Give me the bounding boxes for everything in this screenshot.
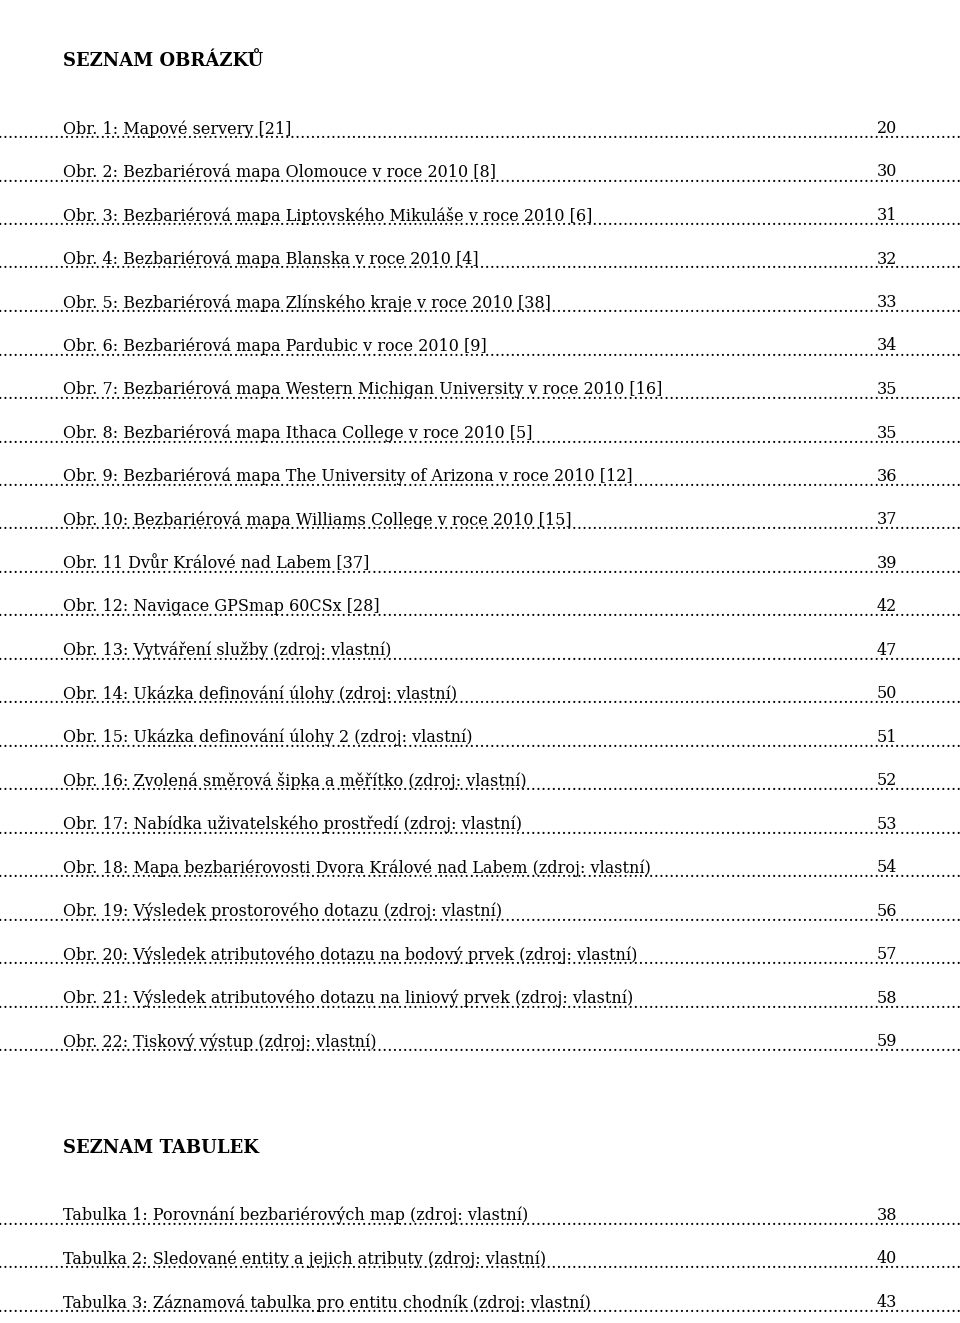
Text: Obr. 21: Výsledek atributového dotazu na liniový prvek (zdroj: vlastní): Obr. 21: Výsledek atributového dotazu na… (63, 990, 634, 1008)
Text: Obr. 2: Bezbariérová mapa Olomouce v roce 2010 [8]: Obr. 2: Bezbariérová mapa Olomouce v roc… (63, 164, 496, 181)
Text: ................................................................................: ........................................… (0, 734, 960, 751)
Text: Obr. 22: Tiskový výstup (zdroj: vlastní): Obr. 22: Tiskový výstup (zdroj: vlastní) (63, 1033, 376, 1050)
Text: ................................................................................: ........................................… (0, 516, 960, 533)
Text: Obr. 17: Nabídka uživatelského prostředí (zdroj: vlastní): Obr. 17: Nabídka uživatelského prostředí… (63, 816, 522, 833)
Text: 50: 50 (876, 685, 897, 703)
Text: ................................................................................: ........................................… (0, 343, 960, 360)
Text: Obr. 15: Ukázka definování úlohy 2 (zdroj: vlastní): Obr. 15: Ukázka definování úlohy 2 (zdro… (63, 729, 472, 746)
Text: ................................................................................: ........................................… (0, 212, 960, 229)
Text: ................................................................................: ........................................… (0, 560, 960, 577)
Text: Obr. 16: Zvolená směrová šipka a měřítko (zdroj: vlastní): Obr. 16: Zvolená směrová šipka a měřítko… (63, 773, 527, 791)
Text: 39: 39 (876, 556, 897, 572)
Text: 47: 47 (876, 642, 897, 659)
Text: Obr. 11 Dvůr Králové nad Labem [37]: Obr. 11 Dvůr Králové nad Labem [37] (63, 556, 370, 572)
Text: 51: 51 (876, 729, 897, 746)
Text: 38: 38 (876, 1207, 897, 1224)
Text: Obr. 3: Bezbariérová mapa Liptovského Mikuláše v roce 2010 [6]: Obr. 3: Bezbariérová mapa Liptovského Mi… (63, 206, 592, 225)
Text: 35: 35 (876, 425, 897, 442)
Text: 32: 32 (876, 250, 897, 267)
Text: 40: 40 (876, 1250, 897, 1267)
Text: 53: 53 (876, 816, 897, 833)
Text: ................................................................................: ........................................… (0, 951, 960, 968)
Text: ................................................................................: ........................................… (0, 778, 960, 795)
Text: ................................................................................: ........................................… (0, 1299, 960, 1316)
Text: 30: 30 (876, 164, 897, 180)
Text: ................................................................................: ........................................… (0, 386, 960, 404)
Text: 59: 59 (876, 1033, 897, 1050)
Text: ................................................................................: ........................................… (0, 691, 960, 708)
Text: 57: 57 (876, 946, 897, 963)
Text: 54: 54 (876, 860, 897, 877)
Text: 35: 35 (876, 381, 897, 398)
Text: ................................................................................: ........................................… (0, 908, 960, 925)
Text: ................................................................................: ........................................… (0, 1212, 960, 1229)
Text: ................................................................................: ........................................… (0, 430, 960, 446)
Text: 52: 52 (876, 773, 897, 790)
Text: ................................................................................: ........................................… (0, 168, 960, 185)
Text: ................................................................................: ........................................… (0, 299, 960, 316)
Text: Tabulka 1: Porovnání bezbariérových map (zdroj: vlastní): Tabulka 1: Porovnání bezbariérových map … (63, 1207, 528, 1225)
Text: SEZNAM OBRÁZKŮ: SEZNAM OBRÁZKŮ (63, 52, 263, 70)
Text: 42: 42 (876, 598, 897, 615)
Text: ................................................................................: ........................................… (0, 255, 960, 273)
Text: Tabulka 3: Záznamová tabulka pro entitu chodník (zdroj: vlastní): Tabulka 3: Záznamová tabulka pro entitu … (63, 1294, 590, 1311)
Text: Obr. 19: Výsledek prostorového dotazu (zdroj: vlastní): Obr. 19: Výsledek prostorového dotazu (z… (63, 904, 502, 921)
Text: ................................................................................: ........................................… (0, 995, 960, 1012)
Text: 33: 33 (876, 294, 897, 311)
Text: 36: 36 (876, 468, 897, 486)
Text: Obr. 14: Ukázka definování úlohy (zdroj: vlastní): Obr. 14: Ukázka definování úlohy (zdroj:… (63, 685, 457, 703)
Text: Obr. 9: Bezbariérová mapa The University of Arizona v roce 2010 [12]: Obr. 9: Bezbariérová mapa The University… (63, 468, 633, 486)
Text: Obr. 5: Bezbariérová mapa Zlínského kraje v roce 2010 [38]: Obr. 5: Bezbariérová mapa Zlínského kraj… (63, 294, 551, 311)
Text: Obr. 10: Bezbariérová mapa Williams College v roce 2010 [15]: Obr. 10: Bezbariérová mapa Williams Coll… (63, 512, 571, 529)
Text: Obr. 6: Bezbariérová mapa Pardubic v roce 2010 [9]: Obr. 6: Bezbariérová mapa Pardubic v roc… (63, 337, 487, 355)
Text: ................................................................................: ........................................… (0, 1039, 960, 1056)
Text: 56: 56 (876, 904, 897, 919)
Text: ................................................................................: ........................................… (0, 474, 960, 490)
Text: SEZNAM TABULEK: SEZNAM TABULEK (63, 1139, 259, 1158)
Text: Obr. 12: Navigace GPSmap 60CSx [28]: Obr. 12: Navigace GPSmap 60CSx [28] (63, 598, 379, 615)
Text: ................................................................................: ........................................… (0, 822, 960, 837)
Text: ................................................................................: ........................................… (0, 647, 960, 664)
Text: 37: 37 (876, 512, 897, 528)
Text: ................................................................................: ........................................… (0, 864, 960, 881)
Text: Obr. 18: Mapa bezbariérovosti Dvora Králové nad Labem (zdroj: vlastní): Obr. 18: Mapa bezbariérovosti Dvora Král… (63, 860, 651, 877)
Text: Obr. 7: Bezbariérová mapa Western Michigan University v roce 2010 [16]: Obr. 7: Bezbariérová mapa Western Michig… (63, 381, 662, 398)
Text: 34: 34 (876, 337, 897, 355)
Text: ................................................................................: ........................................… (0, 603, 960, 620)
Text: Obr. 20: Výsledek atributového dotazu na bodový prvek (zdroj: vlastní): Obr. 20: Výsledek atributového dotazu na… (63, 946, 637, 964)
Text: Obr. 13: Vytváření služby (zdroj: vlastní): Obr. 13: Vytváření služby (zdroj: vlastn… (63, 642, 392, 659)
Text: 43: 43 (876, 1294, 897, 1311)
Text: ................................................................................: ........................................… (0, 124, 960, 142)
Text: Obr. 8: Bezbariérová mapa Ithaca College v roce 2010 [5]: Obr. 8: Bezbariérová mapa Ithaca College… (63, 425, 533, 442)
Text: Obr. 1: Mapové servery [21]: Obr. 1: Mapové servery [21] (63, 120, 292, 138)
Text: ................................................................................: ........................................… (0, 1256, 960, 1273)
Text: 31: 31 (876, 206, 897, 224)
Text: 58: 58 (876, 990, 897, 1007)
Text: Tabulka 2: Sledované entity a jejich atributy (zdroj: vlastní): Tabulka 2: Sledované entity a jejich atr… (63, 1250, 546, 1267)
Text: Obr. 4: Bezbariérová mapa Blanska v roce 2010 [4]: Obr. 4: Bezbariérová mapa Blanska v roce… (63, 250, 479, 269)
Text: 20: 20 (876, 120, 897, 138)
